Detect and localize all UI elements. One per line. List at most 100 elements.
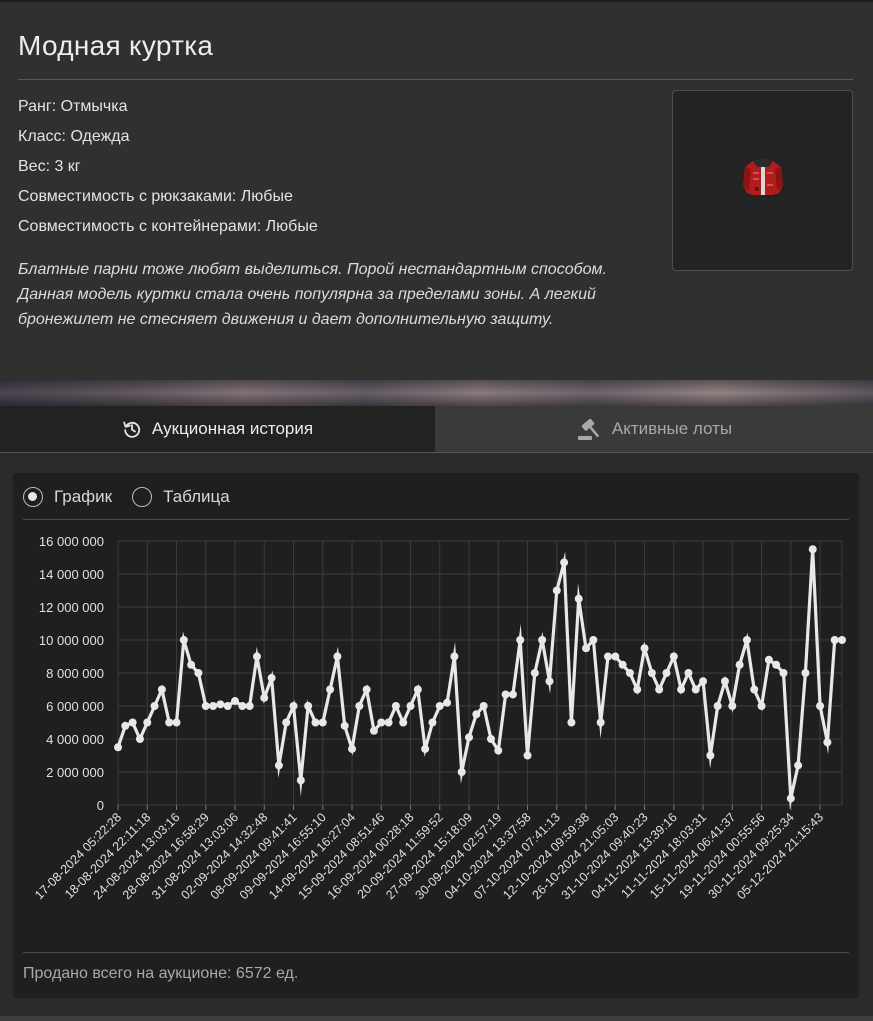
data-point xyxy=(157,685,166,694)
tab-label: Аукционная история xyxy=(151,419,314,438)
item-properties: Ранг: Отмычка Класс: Одежда Вес: 3 кг Со… xyxy=(18,92,318,242)
data-point xyxy=(823,738,832,747)
data-point xyxy=(435,702,444,710)
data-point xyxy=(384,718,393,727)
data-point xyxy=(786,794,795,803)
y-tick-label: 4 000 000 xyxy=(46,732,104,747)
radio-unselected-icon xyxy=(132,487,153,507)
data-point xyxy=(603,652,612,661)
data-point xyxy=(362,685,371,694)
data-point xyxy=(231,697,240,706)
data-point xyxy=(406,702,415,710)
data-point xyxy=(391,702,400,710)
tab-auction-history[interactable]: Аукционная история xyxy=(0,406,435,452)
data-point xyxy=(245,702,254,710)
data-point xyxy=(589,636,598,644)
y-tick-label: 12 000 000 xyxy=(39,600,104,615)
history-icon xyxy=(122,419,142,439)
data-point xyxy=(201,702,210,710)
property-backpack-compat: Совместимость с рюкзаками: Любые xyxy=(18,188,293,205)
data-point xyxy=(348,744,357,753)
data-point xyxy=(706,751,715,760)
decorative-banner xyxy=(0,380,873,406)
y-tick-label: 2 000 000 xyxy=(46,765,104,780)
gavel-icon xyxy=(576,417,602,441)
tab-active-lots[interactable]: Активные лоты xyxy=(435,406,873,452)
view-option-label: Таблица xyxy=(163,487,230,506)
data-point xyxy=(311,718,320,727)
property-weight: Вес: 3 кг xyxy=(18,158,81,175)
data-point xyxy=(633,685,642,694)
data-point xyxy=(684,669,693,677)
tab-bar: Аукционная история Активные лоты xyxy=(0,406,873,453)
data-point xyxy=(399,718,408,727)
data-point xyxy=(742,636,751,644)
y-tick-label: 10 000 000 xyxy=(39,633,104,648)
item-image xyxy=(672,90,853,271)
data-point xyxy=(552,586,561,595)
data-point xyxy=(274,761,283,770)
data-point xyxy=(443,698,452,707)
data-point xyxy=(428,718,437,727)
data-point xyxy=(582,644,591,653)
series-line xyxy=(116,549,842,811)
data-point xyxy=(560,558,569,567)
footer-divider xyxy=(23,952,849,953)
data-point xyxy=(779,669,788,677)
data-point xyxy=(223,702,232,710)
data-point xyxy=(326,685,335,694)
card-divider xyxy=(23,519,849,520)
data-point xyxy=(691,685,700,694)
data-point xyxy=(289,702,298,710)
view-switch: График Таблица xyxy=(23,485,250,509)
data-point xyxy=(713,702,722,710)
data-point xyxy=(662,669,671,677)
data-point xyxy=(135,735,144,743)
data-point xyxy=(179,636,188,644)
data-point xyxy=(574,594,583,603)
data-point xyxy=(508,690,517,699)
data-point xyxy=(377,718,386,727)
data-point xyxy=(838,636,846,644)
chart-card: График Таблица 16 000 000 14 000 000 12 00… xyxy=(13,473,859,998)
view-option-table[interactable]: Таблица xyxy=(132,487,230,507)
data-point xyxy=(165,718,174,727)
auction-history-content: График Таблица 16 000 000 14 000 000 12 00… xyxy=(0,453,873,1021)
data-point xyxy=(457,768,466,776)
data-point xyxy=(735,660,744,669)
data-point xyxy=(355,702,364,710)
data-point xyxy=(501,690,510,699)
data-point xyxy=(187,660,196,669)
data-point xyxy=(143,718,152,727)
data-point xyxy=(655,685,664,694)
view-option-chart[interactable]: График xyxy=(23,487,112,507)
data-point xyxy=(304,702,313,710)
data-point xyxy=(333,652,342,661)
property-class: Класс: Одежда xyxy=(18,128,130,145)
property-container-compat: Совместимость с контейнерами: Любые xyxy=(18,218,318,235)
radio-selected-icon xyxy=(23,487,43,507)
data-point xyxy=(618,660,627,669)
data-point xyxy=(369,726,378,735)
item-title: Модная куртка xyxy=(18,30,214,61)
data-point xyxy=(267,673,276,682)
data-point xyxy=(538,636,547,644)
view-option-label: График xyxy=(54,487,113,506)
data-point xyxy=(479,702,488,710)
data-point xyxy=(516,636,525,644)
y-tick-label: 16 000 000 xyxy=(39,534,104,549)
property-rank: Ранг: Отмычка xyxy=(18,98,128,115)
data-point xyxy=(121,721,130,730)
data-point xyxy=(340,721,349,730)
data-point xyxy=(150,702,159,710)
tab-label: Активные лоты xyxy=(611,419,733,438)
data-point xyxy=(172,718,181,727)
item-description: Блатные парни тоже любят выделиться. Пор… xyxy=(18,261,607,328)
data-point xyxy=(494,746,503,755)
y-tick-label: 6 000 000 xyxy=(46,699,104,714)
data-point xyxy=(545,677,554,686)
data-point xyxy=(421,744,430,753)
data-point xyxy=(596,718,605,727)
data-point xyxy=(611,652,620,661)
data-point xyxy=(472,710,481,719)
